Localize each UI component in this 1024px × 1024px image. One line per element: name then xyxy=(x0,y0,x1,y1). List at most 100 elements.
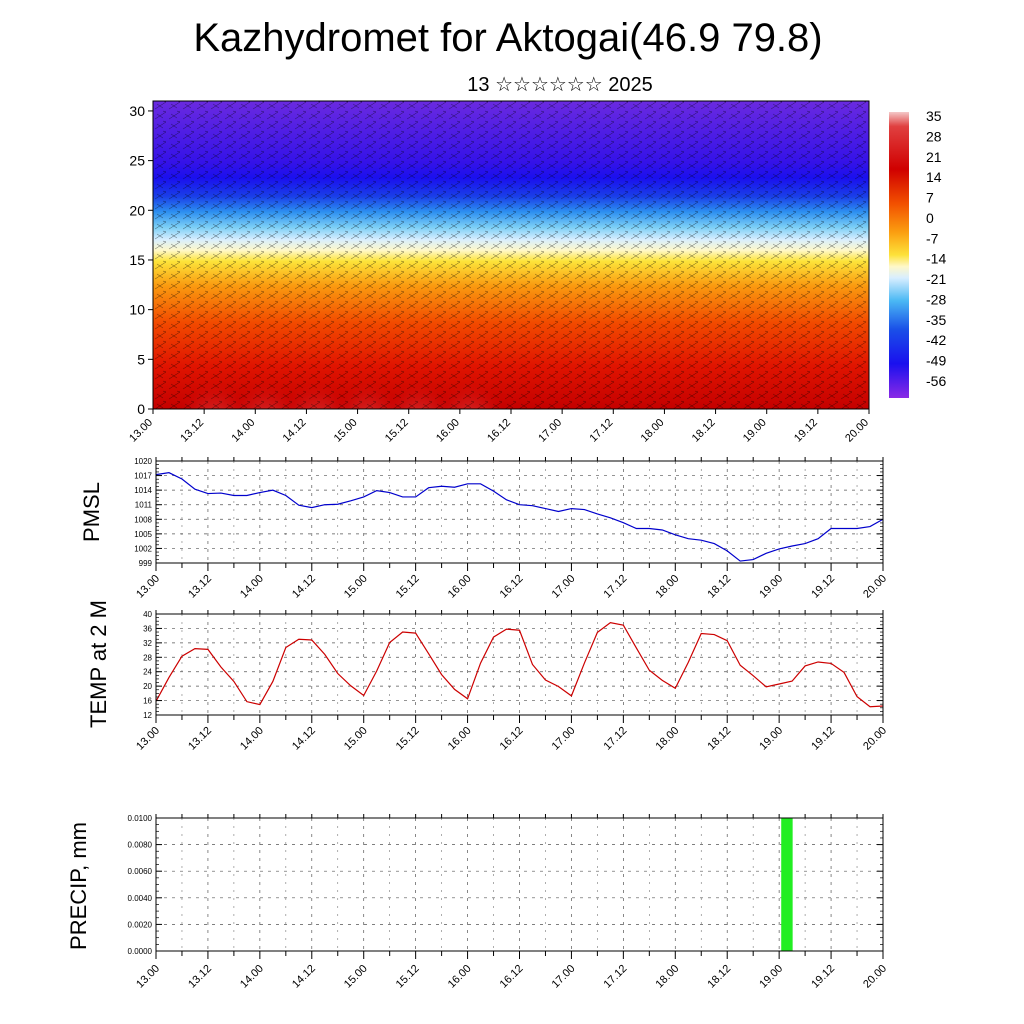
chart-subtitle: 13 ☆☆☆☆☆☆ 2025 xyxy=(467,74,653,96)
x-tick-label: 14.00 xyxy=(238,963,266,991)
x-tick-label: 13.00 xyxy=(134,725,162,753)
y-tick-label: 15 xyxy=(129,252,145,268)
y-tick-label: 0.0000 xyxy=(128,947,153,956)
colorbar-label: 28 xyxy=(926,128,942,144)
x-tick-label: 14.12 xyxy=(290,725,318,753)
y-tick-label: 12 xyxy=(143,711,152,720)
x-tick-label: 18.12 xyxy=(690,417,718,445)
x-tick-label: 15.00 xyxy=(342,573,370,601)
x-tick-label: 15.12 xyxy=(394,963,422,991)
x-tick-label: 17.12 xyxy=(602,725,630,753)
colorbar-label: -56 xyxy=(926,373,946,389)
x-tick-label: 14.00 xyxy=(238,725,266,753)
x-tick-label: 16.00 xyxy=(434,417,462,445)
x-tick-label: 15.12 xyxy=(383,417,411,445)
x-tick-label: 18.12 xyxy=(705,963,733,991)
x-tick-label: 15.00 xyxy=(332,417,360,445)
x-tick-label: 15.12 xyxy=(394,725,422,753)
x-tick-label: 14.12 xyxy=(281,417,309,445)
x-tick-label: 15.00 xyxy=(342,725,370,753)
x-tick-label: 18.00 xyxy=(653,725,681,753)
x-tick-label: 18.00 xyxy=(653,963,681,991)
x-tick-label: 17.12 xyxy=(602,963,630,991)
y-tick-label: 28 xyxy=(143,653,152,662)
x-tick-label: 16.00 xyxy=(446,963,474,991)
x-tick-label: 19.12 xyxy=(809,725,837,753)
x-tick-label: 17.00 xyxy=(550,725,578,753)
x-tick-label: 20.00 xyxy=(861,573,889,601)
y-tick-label: 16 xyxy=(143,697,152,706)
x-tick-label: 19.12 xyxy=(809,573,837,601)
x-tick-label: 18.12 xyxy=(705,573,733,601)
x-tick-label: 19.12 xyxy=(809,963,837,991)
pmsl-panel: 1020 1017 1014 1011 1008 1005 1002 999 13.00 13.1… xyxy=(134,457,889,601)
y-tick-label: 20 xyxy=(143,682,152,691)
y-tick-label: 1002 xyxy=(134,544,152,553)
pmsl-line xyxy=(155,472,884,562)
colorbar-label: 7 xyxy=(926,190,934,206)
colorbar-label: -42 xyxy=(926,332,946,348)
y-tick-label: 1008 xyxy=(134,515,152,524)
cross-section-x-axis: 13.00 13.12 14.00 14.12 15.00 15.12 16.00 16.12… xyxy=(127,409,871,445)
y-tick-label: 5 xyxy=(137,351,145,367)
y-tick-label: 0 xyxy=(137,401,145,417)
x-tick-label: 15.12 xyxy=(394,573,422,601)
y-tick-label: 30 xyxy=(129,103,145,119)
x-tick-label: 13.12 xyxy=(186,573,214,601)
cross-section-y-axis: 0 5 10 15 20 25 30 xyxy=(129,103,153,417)
colorbar-labels: 35 28 21 14 7 0 -7 -14 -21 -28 -35 -42 -49 -56 xyxy=(926,108,946,389)
wind-barbs-overlay xyxy=(153,101,869,409)
y-tick-label: 999 xyxy=(139,559,153,568)
x-tick-label: 20.00 xyxy=(861,725,889,753)
x-tick-label: 18.12 xyxy=(705,725,733,753)
x-tick-label: 15.00 xyxy=(342,963,370,991)
x-tick-label: 20.00 xyxy=(843,417,871,445)
x-tick-label: 16.00 xyxy=(446,573,474,601)
x-tick-label: 16.12 xyxy=(485,417,513,445)
y-tick-label: 40 xyxy=(143,610,152,619)
x-tick-label: 16.12 xyxy=(498,725,526,753)
precip-axis-label: PRECIP, mm xyxy=(66,822,91,950)
y-tick-label: 20 xyxy=(129,202,145,218)
y-tick-label: 1005 xyxy=(134,530,152,539)
colorbar-label: 35 xyxy=(926,108,942,124)
pmsl-axis-label: PMSL xyxy=(79,482,104,542)
x-tick-label: 19.12 xyxy=(792,417,820,445)
temp-axis-label: TEMP at 2 M xyxy=(86,600,111,728)
x-tick-label: 17.00 xyxy=(550,963,578,991)
x-tick-label: 16.12 xyxy=(498,573,526,601)
colorbar-label: -49 xyxy=(926,353,946,369)
x-tick-label: 18.00 xyxy=(653,573,681,601)
y-tick-label: 0.0060 xyxy=(128,867,153,876)
y-tick-label: 1011 xyxy=(135,501,153,510)
cross-section-panel xyxy=(153,101,869,409)
x-tick-label: 13.00 xyxy=(127,417,155,445)
y-tick-label: 0.0100 xyxy=(128,814,153,823)
page-title: Kazhydromet for Aktogai(46.9 79.8) xyxy=(193,16,823,60)
colorbar-label: -14 xyxy=(926,251,946,267)
x-tick-label: 16.12 xyxy=(498,963,526,991)
y-tick-label: 0.0040 xyxy=(128,894,153,903)
colorbar xyxy=(889,112,909,398)
y-tick-label: 24 xyxy=(143,668,152,677)
x-tick-label: 13.12 xyxy=(186,963,214,991)
colorbar-label: 14 xyxy=(926,169,942,185)
colorbar-label: -7 xyxy=(926,230,939,246)
x-tick-label: 19.00 xyxy=(757,725,785,753)
x-tick-label: 14.12 xyxy=(290,963,318,991)
precip-bar xyxy=(781,818,793,951)
y-tick-label: 25 xyxy=(129,153,145,169)
temp-line xyxy=(155,622,884,708)
temp-panel: 40 36 32 28 24 20 16 12 13.00 13.12 14.00 14.12 15.0… xyxy=(134,610,889,753)
x-tick-label: 14.00 xyxy=(229,417,257,445)
colorbar-label: 0 xyxy=(926,210,934,226)
x-tick-label: 17.00 xyxy=(536,417,564,445)
y-tick-label: 32 xyxy=(143,639,152,648)
y-tick-label: 10 xyxy=(129,302,145,318)
x-tick-label: 13.00 xyxy=(134,963,162,991)
precip-panel: 0.0100 0.0080 0.0060 0.0040 0.0020 0.0000 13.0… xyxy=(128,814,889,991)
colorbar-label: -35 xyxy=(926,312,946,328)
y-tick-label: 36 xyxy=(143,624,152,633)
x-tick-label: 13.00 xyxy=(134,573,162,601)
